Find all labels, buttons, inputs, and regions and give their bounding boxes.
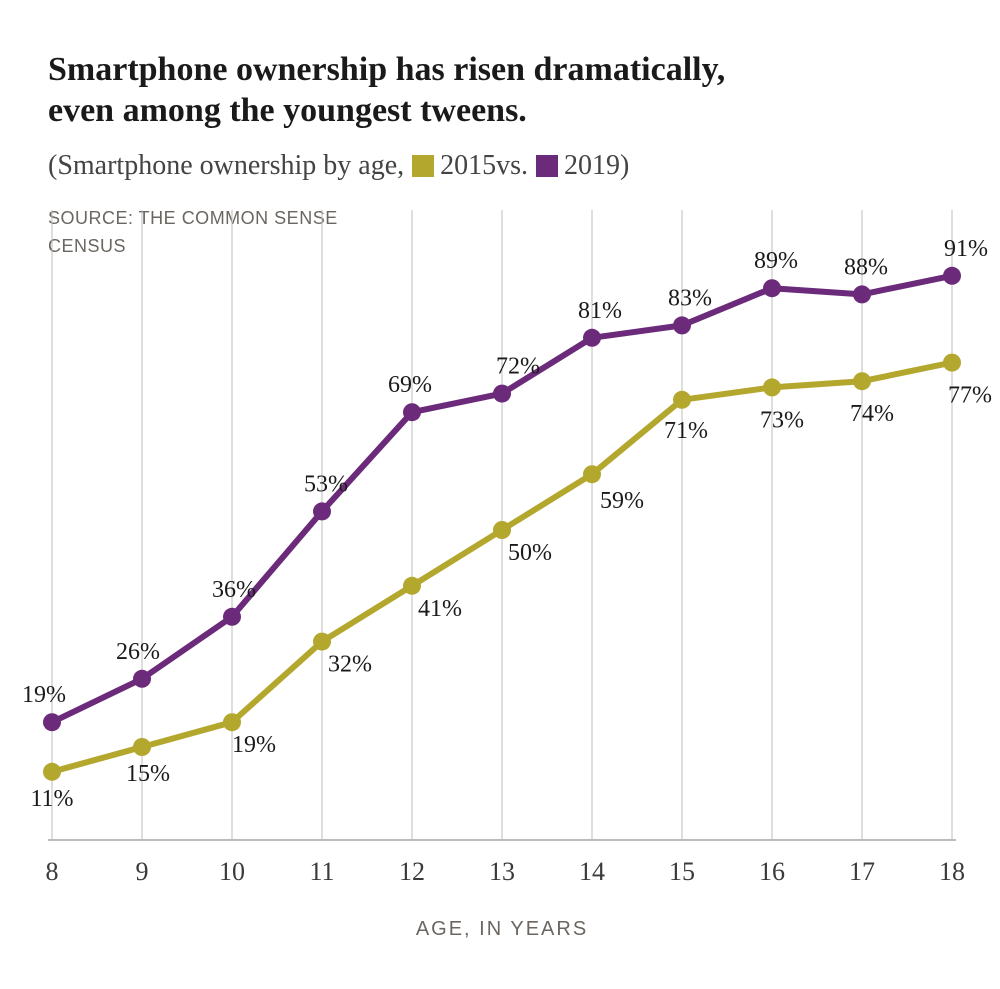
x-tick-label: 13 (489, 857, 515, 886)
data-label-2015: 73% (760, 407, 804, 433)
x-tick-label: 10 (219, 857, 245, 886)
series-marker-2019 (223, 608, 241, 626)
series-line-2019 (52, 276, 952, 722)
data-label-2019: 26% (116, 639, 160, 665)
series-marker-2015 (673, 391, 691, 409)
subtitle-prefix: (Smartphone ownership by age, (48, 150, 404, 182)
data-label-2015: 74% (850, 401, 894, 427)
chart-container: Smartphone ownership has risen dramatica… (0, 0, 1000, 989)
x-tick-label: 18 (939, 857, 965, 886)
subtitle-mid: vs. (496, 150, 528, 182)
series-marker-2019 (673, 316, 691, 334)
data-label-2015: 71% (664, 418, 708, 444)
series-marker-2019 (493, 385, 511, 403)
series-marker-2015 (763, 378, 781, 396)
series-marker-2019 (583, 329, 601, 347)
data-label-2015: 41% (418, 596, 462, 622)
data-label-2015: 59% (600, 488, 644, 514)
series-marker-2019 (403, 403, 421, 421)
chart-title: Smartphone ownership has risen dramatica… (48, 50, 972, 132)
series-marker-2015 (313, 633, 331, 651)
series-marker-2015 (943, 354, 961, 372)
x-tick-label: 15 (669, 857, 695, 886)
x-tick-label: 9 (136, 857, 149, 886)
data-label-2019: 19% (22, 682, 66, 708)
x-tick-label: 17 (849, 857, 875, 886)
series-marker-2015 (133, 738, 151, 756)
series-marker-2019 (313, 502, 331, 520)
legend-swatch-2019 (536, 155, 558, 177)
x-tick-label: 11 (309, 857, 334, 886)
legend-label-2015: 2015 (440, 150, 496, 182)
x-tick-label: 12 (399, 857, 425, 886)
data-label-2019: 81% (578, 298, 622, 324)
x-tick-label: 8 (46, 857, 59, 886)
series-marker-2015 (493, 521, 511, 539)
data-label-2019: 69% (388, 372, 432, 398)
series-marker-2015 (223, 713, 241, 731)
series-marker-2015 (403, 577, 421, 595)
series-marker-2015 (853, 372, 871, 390)
data-label-2015: 15% (126, 761, 170, 787)
data-label-2019: 91% (944, 236, 988, 262)
source-text: SOURCE: THE COMMON SENSE CENSUS (48, 204, 368, 262)
title-line-1: Smartphone ownership has risen dramatica… (48, 51, 725, 88)
series-line-2015 (52, 363, 952, 772)
data-label-2015: 32% (328, 652, 372, 678)
series-marker-2015 (43, 763, 61, 781)
line-chart: 8 9 10 11 12 13 14 15 16 17 18 AGE, IN YEARS 11% 15% 1… (0, 0, 1000, 989)
data-label-2019: 88% (844, 254, 888, 280)
chart-subtitle: (Smartphone ownership by age, 2015 vs. 2… (48, 150, 972, 182)
x-tick-label: 14 (579, 857, 605, 886)
x-axis-title: AGE, IN YEARS (416, 918, 588, 940)
subtitle-suffix: ) (620, 150, 629, 182)
title-line-2: even among the youngest tweens. (48, 92, 527, 129)
data-label-2019: 36% (212, 577, 256, 603)
data-label-2015: 11% (30, 786, 73, 812)
legend-label-2019: 2019 (564, 150, 620, 182)
data-label-2015: 50% (508, 540, 552, 566)
data-label-2015: 19% (232, 732, 276, 758)
data-label-2019: 83% (668, 285, 712, 311)
series-marker-2019 (853, 285, 871, 303)
series-marker-2019 (133, 670, 151, 688)
series-marker-2015 (583, 465, 601, 483)
data-label-2015: 77% (948, 383, 992, 409)
legend-swatch-2015 (412, 155, 434, 177)
series-marker-2019 (43, 713, 61, 731)
data-label-2019: 72% (496, 354, 540, 380)
series-marker-2019 (763, 279, 781, 297)
data-label-2019: 53% (304, 471, 348, 497)
series-marker-2019 (943, 267, 961, 285)
data-label-2019: 89% (754, 248, 798, 274)
x-tick-label: 16 (759, 857, 785, 886)
